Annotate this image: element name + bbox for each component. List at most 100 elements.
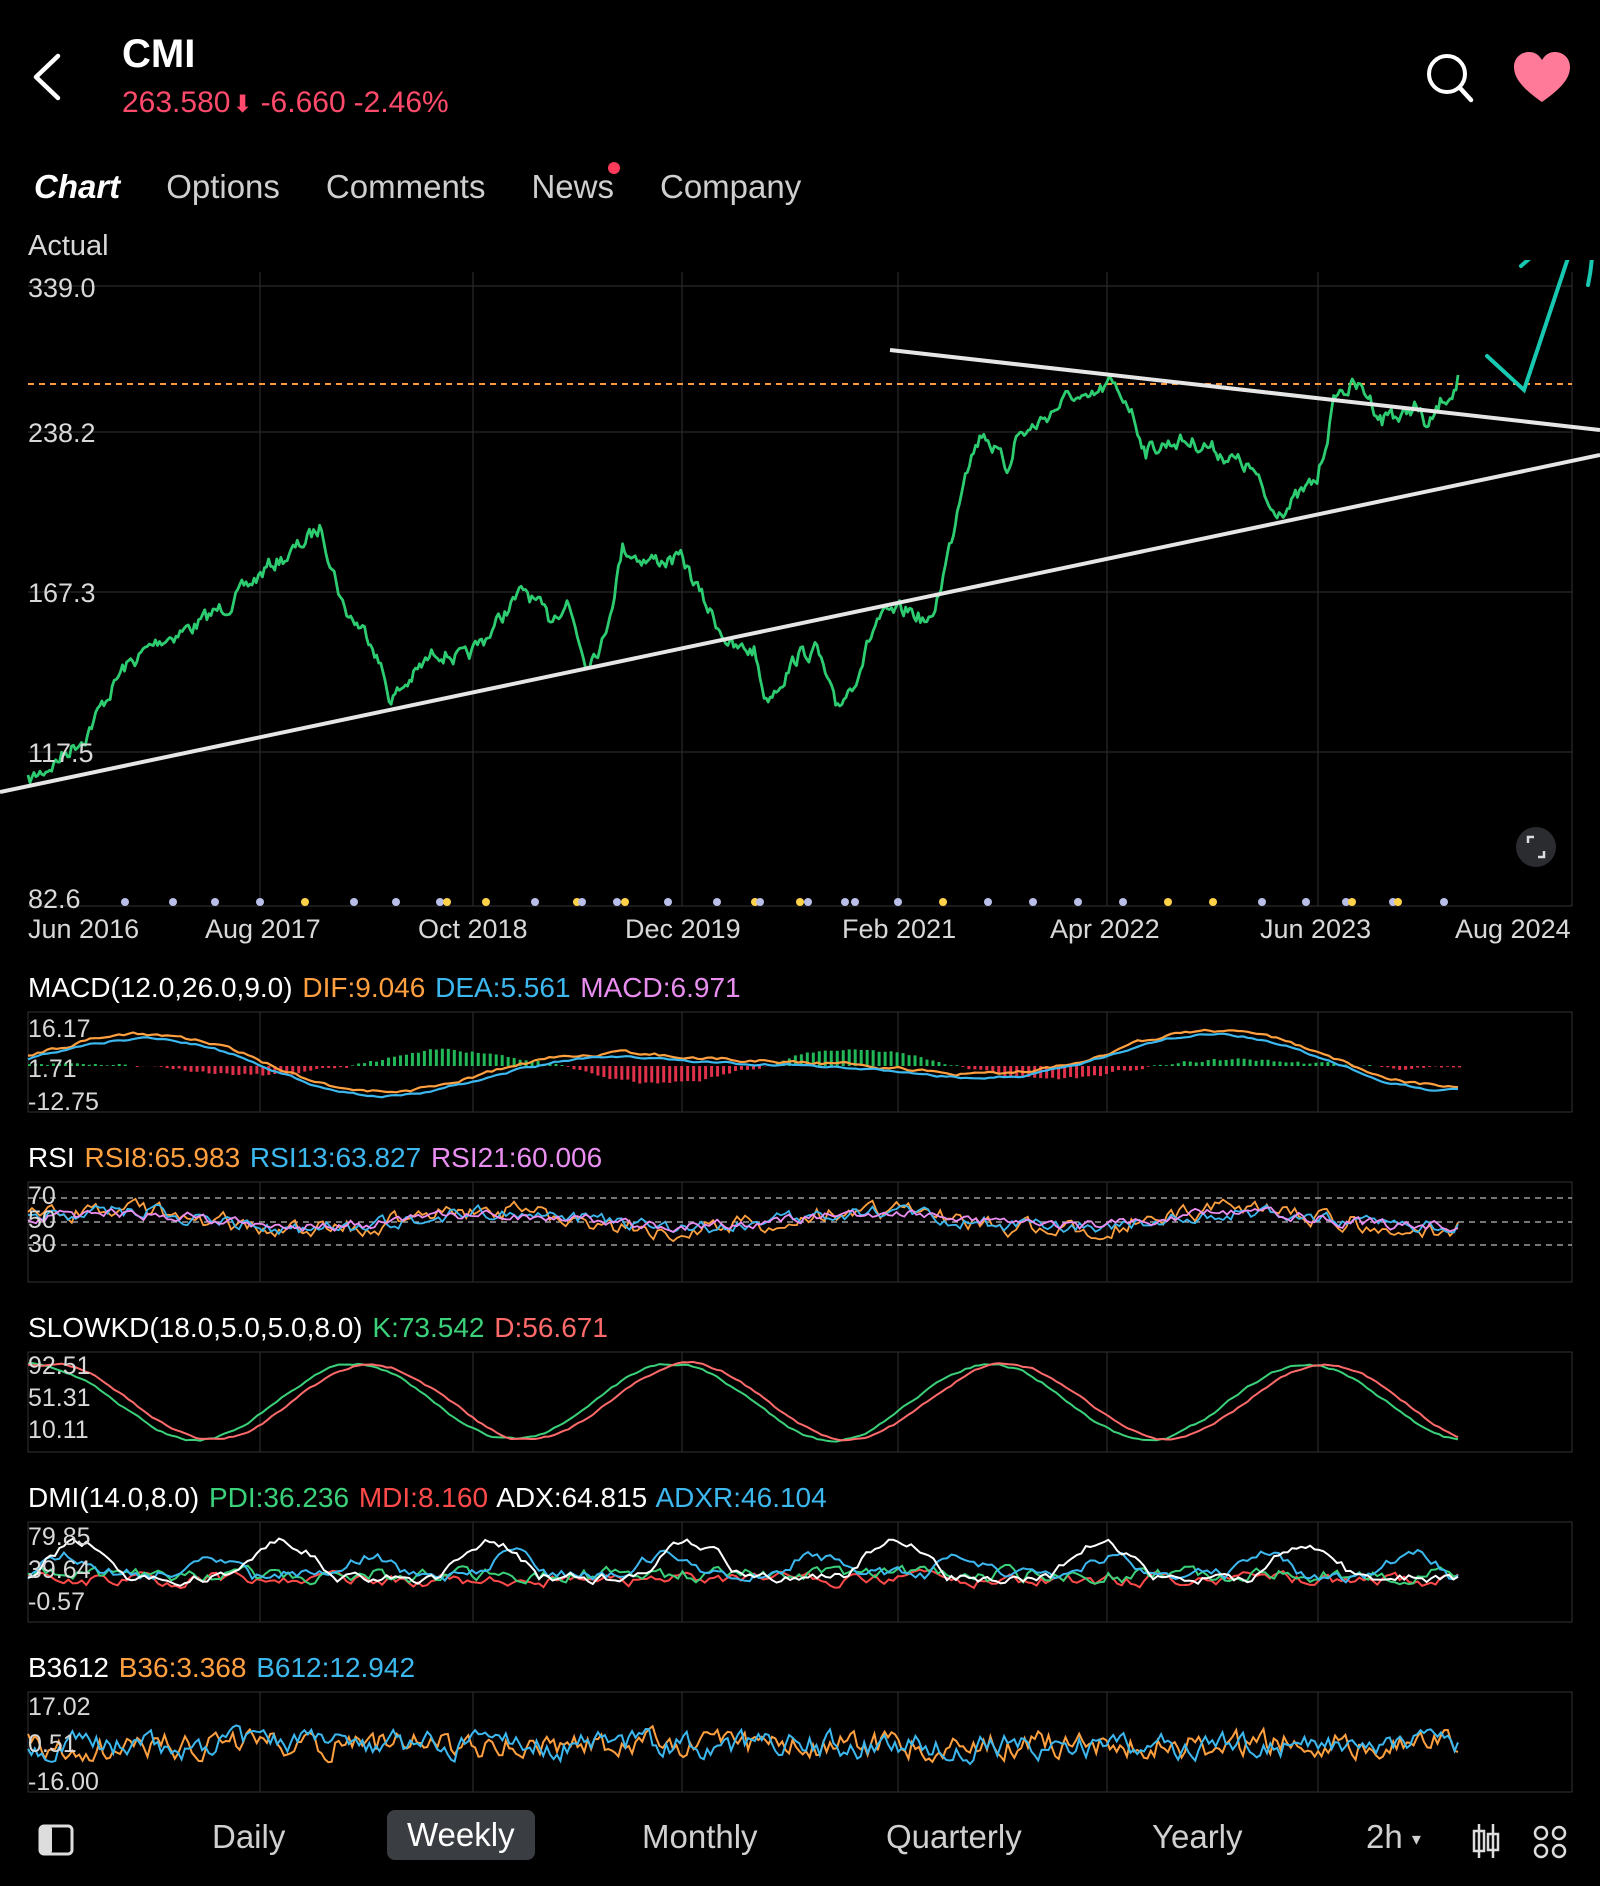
macd-histogram-bar xyxy=(321,1066,325,1068)
macd-histogram-bar xyxy=(889,1051,893,1066)
macd-histogram-bar xyxy=(1410,1066,1414,1069)
macd-histogram-bar xyxy=(207,1066,211,1074)
macd-histogram-bar xyxy=(1422,1066,1426,1068)
macd-histogram-bar xyxy=(757,1066,761,1069)
macd-histogram-bar xyxy=(39,1064,43,1066)
macd-chart[interactable]: 16.17 1.71 -12.75 xyxy=(0,1010,1600,1115)
macd-histogram-bar xyxy=(955,1065,959,1066)
macd-histogram-bar xyxy=(632,1066,636,1082)
macd-histogram-bar xyxy=(692,1066,696,1082)
macd-histogram-bar xyxy=(117,1064,121,1066)
event-marker-dot xyxy=(392,898,400,906)
price-quote: 263.580⬇ -6.660 -2.46% xyxy=(122,86,457,120)
panel-y-tick: -0.57 xyxy=(28,1588,85,1616)
macd-histogram-bar xyxy=(33,1063,37,1066)
sidebar-toggle-icon[interactable] xyxy=(38,1822,74,1858)
macd-histogram-bar xyxy=(602,1066,606,1077)
macd-histogram-bar xyxy=(937,1062,941,1066)
grid-layout-icon[interactable] xyxy=(1532,1824,1568,1860)
event-marker-dot xyxy=(1119,898,1127,906)
macd-histogram-bar xyxy=(375,1061,379,1066)
macd-histogram-bar xyxy=(105,1065,109,1066)
macd-histogram-bar xyxy=(1404,1066,1408,1070)
macd-histogram-bar xyxy=(237,1066,241,1075)
tab-comments[interactable]: Comments xyxy=(325,168,486,205)
macd-histogram-bar xyxy=(901,1053,905,1066)
macd-histogram-bar xyxy=(177,1066,181,1069)
tab-chart[interactable]: Chart xyxy=(34,168,120,222)
macd-histogram-bar xyxy=(219,1066,223,1074)
macd-histogram-bar xyxy=(1146,1066,1150,1067)
dmi-pdi: PDI:36.236 xyxy=(208,1482,350,1513)
macd-histogram-bar xyxy=(835,1050,839,1066)
rsi8-line xyxy=(27,1197,1459,1243)
b36-value: B36:3.368 xyxy=(118,1652,247,1683)
macd-histogram-bar xyxy=(291,1066,295,1075)
chevron-down-icon: ▾ xyxy=(1411,1828,1421,1849)
b3612-chart[interactable]: 17.02 0.51 -16.00 xyxy=(0,1690,1600,1795)
macd-histogram-bar xyxy=(1278,1061,1282,1066)
macd-histogram-bar xyxy=(506,1057,510,1066)
panel-y-tick: 92.51 xyxy=(28,1352,91,1380)
macd-histogram-bar xyxy=(548,1063,552,1066)
event-marker-dot xyxy=(1342,898,1350,906)
macd-histogram-bar xyxy=(1332,1063,1336,1066)
macd-histogram-bar xyxy=(327,1066,331,1068)
search-icon[interactable] xyxy=(1425,52,1475,104)
interval-dropdown[interactable]: 2h ▾ xyxy=(1366,1818,1421,1856)
period-quarterly[interactable]: Quarterly xyxy=(886,1818,1022,1855)
panel-y-tick: 51.31 xyxy=(28,1384,91,1412)
macd-histogram-bar xyxy=(410,1052,414,1066)
macd-histogram-bar xyxy=(1104,1066,1108,1075)
macd-histogram-bar xyxy=(1081,1066,1085,1077)
macd-histogram-bar xyxy=(536,1061,540,1066)
panel-y-tick: -16.00 xyxy=(28,1768,99,1795)
price-y-axis: 339.0 238.2 167.3 117.5 82.6 xyxy=(28,273,96,914)
macd-histogram-bar xyxy=(416,1052,420,1066)
macd-histogram-bar xyxy=(261,1066,265,1076)
macd-histogram-bar xyxy=(1368,1064,1372,1066)
period-yearly[interactable]: Yearly xyxy=(1152,1818,1243,1855)
macd-histogram-bar xyxy=(1236,1058,1240,1066)
macd-histogram-bar xyxy=(608,1066,612,1080)
event-markers xyxy=(121,898,1448,906)
period-monthly[interactable]: Monthly xyxy=(642,1818,758,1855)
slowkd-title: SLOWKD(18.0,5.0,5.0,8.0) xyxy=(28,1312,363,1343)
back-arrow-icon[interactable] xyxy=(28,52,68,102)
period-daily[interactable]: Daily xyxy=(212,1818,286,1855)
tab-news[interactable]: News xyxy=(531,162,620,218)
macd-histogram-bar xyxy=(201,1066,205,1072)
candlestick-icon[interactable] xyxy=(1470,1822,1502,1860)
macd-histogram-bar xyxy=(1116,1066,1120,1071)
dmi-legend: DMI(14.0,8.0) PDI:36.236 MDI:8.160 ADX:6… xyxy=(28,1482,829,1514)
event-marker-dot xyxy=(436,898,444,906)
period-weekly[interactable]: Weekly xyxy=(387,1810,535,1860)
macd-histogram-bar xyxy=(404,1054,408,1066)
macd-histogram-bar xyxy=(895,1052,899,1066)
macd-histogram-bar xyxy=(189,1066,193,1072)
macd-histogram-bar xyxy=(578,1066,582,1070)
macd-histogram-bar xyxy=(345,1066,349,1068)
slowkd-chart[interactable]: 92.51 51.31 10.11 xyxy=(0,1350,1600,1455)
favorite-heart-icon[interactable] xyxy=(1512,52,1572,104)
price-y-tick: 82.6 xyxy=(28,884,81,914)
panel-y-tick: 10.11 xyxy=(28,1416,89,1444)
macd-histogram-bar xyxy=(865,1050,869,1066)
dmi-chart[interactable]: 79.85 39.64 -0.57 xyxy=(0,1520,1600,1625)
macd-histogram-bar xyxy=(668,1066,672,1083)
panel-frame xyxy=(27,1521,1573,1623)
price-chart[interactable]: 339.0 238.2 167.3 117.5 82.6 Jun 2016 Aug 201… xyxy=(0,260,1600,950)
event-marker-dot xyxy=(1258,898,1266,906)
panel-frame xyxy=(27,1691,1573,1793)
macd-histogram-bar xyxy=(919,1057,923,1066)
macd-histogram-bar xyxy=(560,1064,564,1066)
price-line xyxy=(26,374,1460,784)
tab-options[interactable]: Options xyxy=(166,168,280,205)
macd-histogram-bar xyxy=(572,1066,576,1070)
event-marker-dot xyxy=(531,898,539,906)
tab-company[interactable]: Company xyxy=(660,168,802,205)
macd-histogram-bar xyxy=(829,1050,833,1066)
macd-histogram-bar xyxy=(63,1063,67,1066)
panel-y-tick: 0.51 xyxy=(28,1730,77,1758)
